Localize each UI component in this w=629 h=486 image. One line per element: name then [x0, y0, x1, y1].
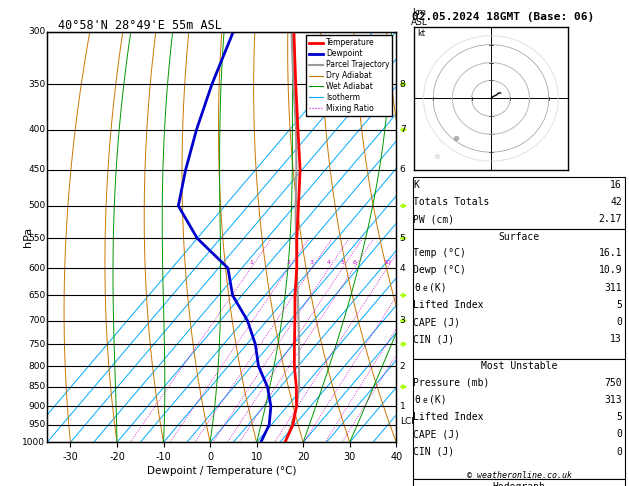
Text: 2.17: 2.17 — [599, 214, 622, 225]
Text: Surface: Surface — [499, 232, 540, 242]
Text: 900: 900 — [28, 402, 45, 411]
Text: θ: θ — [415, 395, 420, 405]
Text: km
ASL: km ASL — [411, 8, 427, 28]
Text: 2: 2 — [400, 362, 405, 371]
Legend: Temperature, Dewpoint, Parcel Trajectory, Dry Adiabat, Wet Adiabat, Isotherm, Mi: Temperature, Dewpoint, Parcel Trajectory… — [306, 35, 392, 116]
Text: hPa: hPa — [23, 227, 33, 247]
Text: 700: 700 — [28, 316, 45, 325]
Text: 10.9: 10.9 — [599, 265, 622, 276]
Text: K: K — [413, 180, 419, 190]
Text: 311: 311 — [604, 283, 622, 293]
Text: 6: 6 — [352, 260, 356, 265]
Text: 42: 42 — [610, 197, 622, 207]
Text: 300: 300 — [28, 27, 45, 36]
Text: 350: 350 — [28, 80, 45, 88]
Text: 600: 600 — [28, 263, 45, 273]
Text: 8: 8 — [400, 80, 406, 88]
Text: e: e — [423, 284, 427, 293]
Text: 5: 5 — [616, 412, 622, 422]
Text: 16.1: 16.1 — [599, 248, 622, 258]
Text: Most Unstable: Most Unstable — [481, 361, 557, 371]
Text: e: e — [423, 396, 427, 405]
Text: 3: 3 — [310, 260, 314, 265]
Text: CIN (J): CIN (J) — [413, 334, 454, 345]
Text: 10: 10 — [383, 260, 391, 265]
Text: 0: 0 — [616, 429, 622, 439]
Text: 500: 500 — [28, 201, 45, 210]
Text: Totals Totals: Totals Totals — [413, 197, 489, 207]
Text: Pressure (mb): Pressure (mb) — [413, 378, 489, 387]
Text: 2: 2 — [287, 260, 291, 265]
Text: 3: 3 — [400, 316, 406, 325]
Text: Hodograph: Hodograph — [493, 482, 546, 486]
Text: 6: 6 — [400, 165, 406, 174]
Text: © weatheronline.co.uk: © weatheronline.co.uk — [467, 471, 572, 480]
Text: PW (cm): PW (cm) — [413, 214, 454, 225]
Text: 850: 850 — [28, 382, 45, 391]
Text: 800: 800 — [28, 362, 45, 371]
Text: 450: 450 — [28, 165, 45, 174]
Text: Lifted Index: Lifted Index — [413, 300, 484, 310]
Text: 1: 1 — [400, 402, 406, 411]
Text: (K): (K) — [429, 395, 447, 405]
Text: θ: θ — [415, 283, 420, 293]
Text: kt: kt — [418, 29, 426, 38]
Text: 550: 550 — [28, 234, 45, 243]
Text: 7: 7 — [400, 125, 406, 134]
Text: 400: 400 — [28, 125, 45, 134]
Text: 02.05.2024 18GMT (Base: 06): 02.05.2024 18GMT (Base: 06) — [412, 12, 594, 22]
Text: CIN (J): CIN (J) — [413, 447, 454, 456]
Text: 313: 313 — [604, 395, 622, 405]
Text: 750: 750 — [28, 340, 45, 348]
Text: 5: 5 — [341, 260, 345, 265]
Text: Dewp (°C): Dewp (°C) — [413, 265, 466, 276]
Text: 750: 750 — [604, 378, 622, 387]
Text: Mixing Ratio (g/kg): Mixing Ratio (g/kg) — [437, 194, 446, 280]
Text: CAPE (J): CAPE (J) — [413, 317, 460, 327]
Text: (K): (K) — [429, 283, 447, 293]
Text: CAPE (J): CAPE (J) — [413, 429, 460, 439]
Text: 0: 0 — [616, 447, 622, 456]
Text: 40°58'N 28°49'E 55m ASL: 40°58'N 28°49'E 55m ASL — [58, 18, 221, 32]
Text: 16: 16 — [610, 180, 622, 190]
Text: 1000: 1000 — [23, 438, 45, 447]
Text: 5: 5 — [400, 234, 406, 243]
Text: 950: 950 — [28, 420, 45, 429]
X-axis label: Dewpoint / Temperature (°C): Dewpoint / Temperature (°C) — [147, 466, 296, 476]
Text: 1: 1 — [249, 260, 253, 265]
Text: 13: 13 — [610, 334, 622, 345]
Text: 650: 650 — [28, 291, 45, 300]
Text: 5: 5 — [616, 300, 622, 310]
Text: Temp (°C): Temp (°C) — [413, 248, 466, 258]
Text: 4: 4 — [400, 263, 405, 273]
Text: LCL: LCL — [400, 417, 416, 426]
Text: Lifted Index: Lifted Index — [413, 412, 484, 422]
Text: 4: 4 — [327, 260, 331, 265]
Text: 0: 0 — [616, 317, 622, 327]
